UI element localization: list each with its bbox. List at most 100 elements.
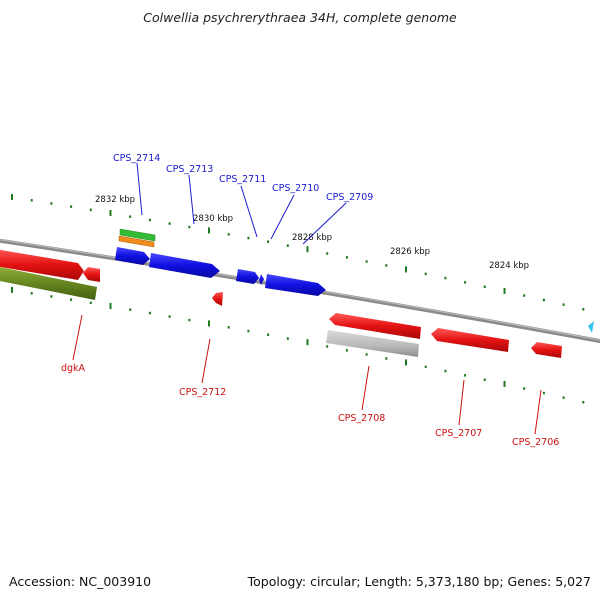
- lower-minor-tick: [464, 374, 467, 377]
- lower-major-tick: [208, 320, 210, 327]
- lower-minor-tick: [523, 387, 526, 390]
- lower-minor-tick: [483, 378, 486, 381]
- upper-minor-tick: [483, 285, 486, 288]
- upper-minor-tick: [267, 240, 270, 243]
- leader-cps-2709: [302, 202, 347, 245]
- leader-cps-2712: [201, 338, 211, 384]
- lower-major-tick: [405, 359, 407, 366]
- gene-label-cps-2706[interactable]: CPS_2706: [512, 437, 559, 448]
- upper-tick-row: [11, 193, 585, 311]
- gene-cps-2709[interactable]: [265, 274, 326, 296]
- leader-cps-2708: [361, 365, 370, 411]
- upper-major-tick: [405, 266, 407, 273]
- gene-cps-2713[interactable]: [149, 253, 220, 278]
- scale-label-2826: 2826 kbp: [390, 247, 430, 257]
- scale-label-2828: 2828 kbp: [292, 233, 332, 243]
- genome-title: Colwellia psychrerythraea 34H, complete …: [143, 10, 457, 25]
- upper-minor-tick: [365, 260, 368, 263]
- gene-label-cps-2711[interactable]: CPS_2711: [219, 174, 266, 185]
- gene-cps-2708[interactable]: [329, 313, 421, 339]
- scale-label-2832: 2832 kbp: [95, 195, 135, 205]
- lower-minor-tick: [188, 318, 191, 322]
- gene-label-cps-2714[interactable]: CPS_2714: [113, 153, 160, 164]
- leader-lines-top: [136, 162, 347, 245]
- lower-major-tick: [11, 286, 13, 293]
- upper-major-tick: [208, 227, 210, 234]
- gene-cps-2706[interactable]: [531, 342, 562, 358]
- lower-tick-row: [11, 286, 585, 404]
- lower-minor-tick: [542, 391, 545, 395]
- gene-label-dgka[interactable]: dgkA: [61, 363, 86, 374]
- lower-minor-tick: [444, 369, 447, 373]
- leader-cps-2713: [188, 174, 195, 225]
- genome-summary: Topology: circular; Length: 5,373,180 bp…: [247, 574, 591, 589]
- upper-minor-tick: [50, 202, 53, 205]
- lower-minor-tick: [267, 333, 270, 336]
- gene-label-cps-2710[interactable]: CPS_2710: [272, 183, 319, 194]
- upper-minor-tick: [444, 276, 447, 280]
- upper-minor-tick: [129, 215, 132, 218]
- upper-minor-tick: [89, 208, 92, 212]
- lower-minor-tick: [385, 357, 388, 360]
- upper-major-tick: [109, 210, 112, 216]
- scale-label-2824: 2824 kbp: [489, 261, 529, 271]
- gene-label-cps-2709[interactable]: CPS_2709: [326, 192, 373, 203]
- lower-minor-tick: [227, 326, 230, 329]
- upper-minor-tick: [326, 252, 329, 255]
- gene-dgka[interactable]: [83, 267, 100, 282]
- gene-label-cps-2708[interactable]: CPS_2708: [338, 413, 385, 424]
- leader-cps-2710: [270, 194, 295, 240]
- lower-minor-tick: [424, 365, 427, 369]
- leader-cps-2714: [136, 162, 143, 216]
- upper-minor-tick: [168, 222, 171, 225]
- upper-minor-tick: [227, 233, 230, 236]
- grey-feature[interactable]: [326, 330, 419, 357]
- upper-minor-tick: [345, 256, 348, 259]
- lower-minor-tick: [89, 301, 92, 305]
- olive-feature[interactable]: [0, 266, 97, 300]
- upper-minor-tick: [385, 264, 388, 267]
- cyan-marker[interactable]: [588, 321, 594, 333]
- orange-feature[interactable]: [118, 235, 155, 248]
- leader-cps-2707: [458, 379, 465, 426]
- lower-minor-tick: [50, 295, 53, 298]
- lower-minor-tick: [168, 315, 171, 318]
- green-feature[interactable]: [119, 228, 156, 242]
- gene-cps-2707[interactable]: [431, 328, 509, 352]
- lower-minor-tick: [148, 311, 151, 315]
- leader-lines-bottom: [72, 314, 542, 435]
- leader-cps-2706: [534, 389, 542, 435]
- lower-minor-tick: [30, 292, 33, 295]
- lower-minor-tick: [70, 298, 73, 301]
- upper-minor-tick: [424, 272, 427, 276]
- lower-minor-tick: [365, 353, 368, 356]
- upper-minor-tick: [562, 303, 565, 306]
- upper-minor-tick: [70, 205, 73, 208]
- gene-cps-2711[interactable]: [236, 269, 259, 284]
- lower-minor-tick: [582, 401, 585, 404]
- lower-minor-tick: [247, 329, 250, 333]
- lower-minor-tick: [326, 345, 329, 348]
- lower-minor-tick: [129, 308, 132, 311]
- upper-minor-tick: [247, 236, 250, 240]
- upper-minor-tick: [286, 244, 289, 247]
- upper-minor-tick: [582, 308, 585, 311]
- upper-minor-tick: [30, 199, 33, 202]
- gene-label-cps-2713[interactable]: CPS_2713: [166, 164, 213, 175]
- lower-major-tick: [503, 380, 506, 387]
- upper-minor-tick: [148, 218, 151, 222]
- gene-label-cps-2712[interactable]: CPS_2712: [179, 387, 226, 398]
- lower-minor-tick: [286, 337, 289, 340]
- gene-label-cps-2707[interactable]: CPS_2707: [435, 428, 482, 439]
- upper-major-tick: [11, 193, 13, 200]
- gene-cps-2712[interactable]: [212, 292, 223, 306]
- leader-cps-2711: [240, 185, 258, 238]
- gene-cps-2714[interactable]: [115, 247, 150, 265]
- leader-dgka: [72, 314, 83, 361]
- upper-minor-tick: [542, 298, 545, 302]
- gene-red-left[interactable]: [0, 249, 84, 280]
- scale-label-2830: 2830 kbp: [193, 214, 233, 224]
- upper-minor-tick: [464, 281, 467, 284]
- gene-cps-2710[interactable]: [259, 274, 264, 285]
